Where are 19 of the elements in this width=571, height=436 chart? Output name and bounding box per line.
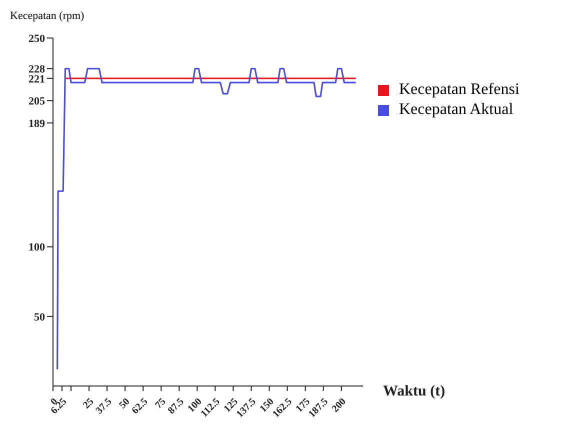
x-tick-label: 75 — [153, 396, 168, 412]
x-tick-label: 87.5 — [166, 396, 186, 416]
x-tick-label: 37.5 — [94, 396, 114, 416]
x-tick-label: 200 — [330, 396, 348, 415]
x-tick-label: 25 — [81, 396, 96, 412]
y-tick-label: 228 — [28, 64, 46, 76]
y-tick-label: 189 — [28, 118, 46, 130]
y-tick-label: 50 — [34, 311, 46, 324]
y-tick-label: 250 — [28, 32, 46, 45]
x-tick-label: 50 — [117, 396, 132, 412]
x-axis-title: Waktu (t) — [383, 383, 446, 400]
y-tick-label: 205 — [28, 96, 46, 108]
y-axis-title: Kecepatan (rpm) — [10, 10, 84, 22]
x-tick-label: 62.5 — [130, 396, 150, 416]
legend-label: Kecepatan Aktual — [399, 100, 514, 120]
y-tick-label: 221 — [28, 73, 45, 86]
y-tick-label: 100 — [28, 242, 46, 254]
line-series — [56, 68, 357, 370]
legend-label: Kecepatan Refensi — [399, 80, 520, 100]
